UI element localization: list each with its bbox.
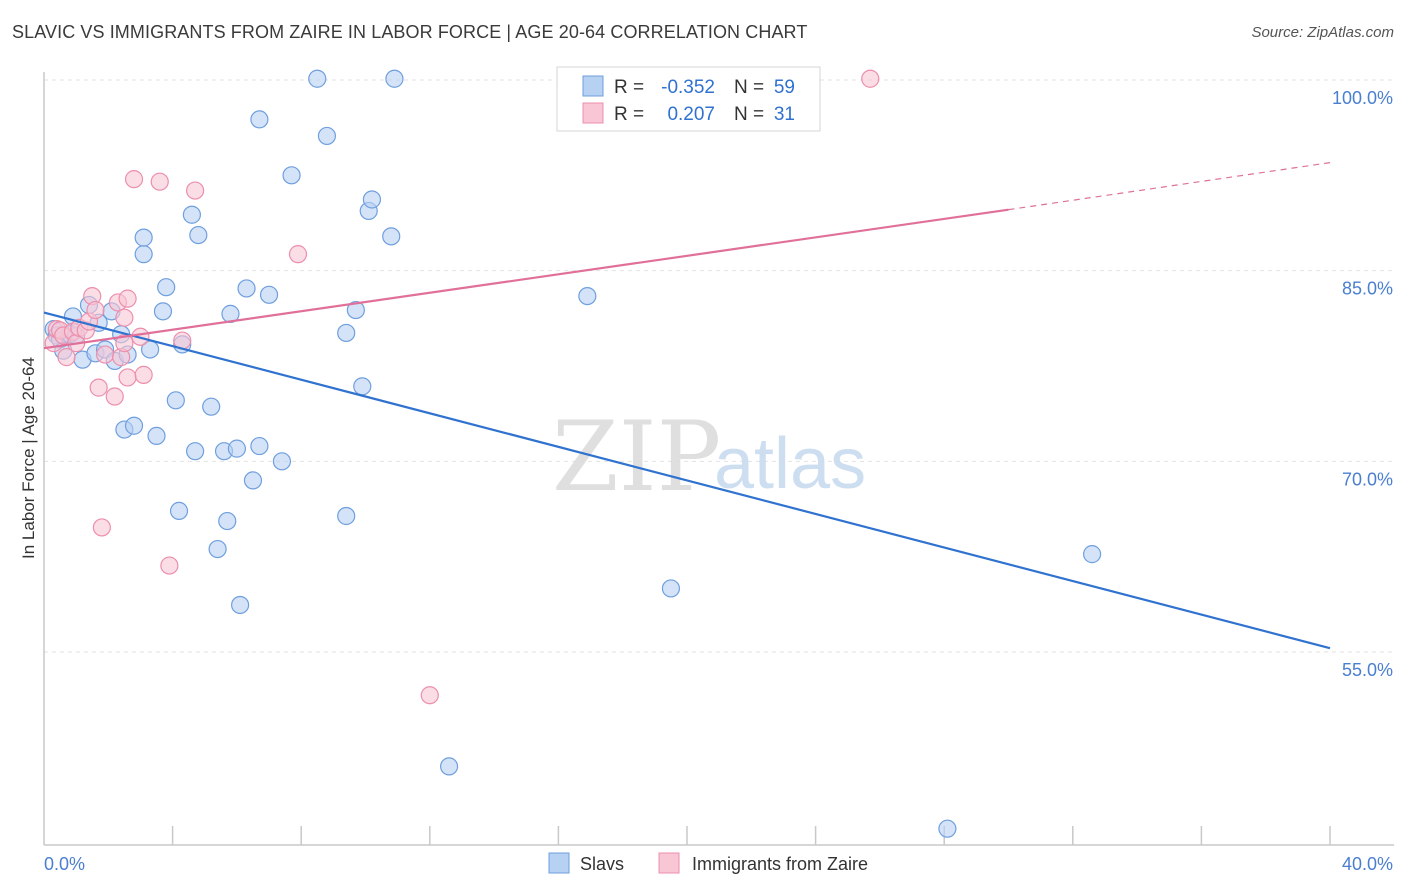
zaire-point — [288, 245, 308, 264]
slavs-point — [153, 302, 173, 321]
y-axis-title: In Labor Force | Age 20-64 — [19, 357, 38, 559]
x-tick-labels: 0.0% 40.0% — [44, 854, 1393, 874]
axes — [43, 72, 1394, 846]
zaire-point — [92, 518, 111, 537]
legend-n-label-zaire: N = — [734, 104, 764, 125]
legend-swatch-zaire — [582, 102, 604, 124]
zaire-point — [118, 368, 137, 387]
slavs-point — [231, 595, 250, 615]
zaire-point — [105, 387, 124, 406]
zaire-point — [118, 289, 137, 308]
slavs-point — [227, 439, 246, 458]
slavs-point — [243, 471, 263, 490]
slavs-point — [134, 228, 153, 247]
y-tick-label: 85.0% — [1342, 279, 1393, 299]
series-legend: Slavs Immigrants from Zaire — [548, 852, 868, 874]
slavs-point — [157, 278, 176, 297]
y-tick-label: 55.0% — [1342, 660, 1393, 680]
legend-swatch-slavs — [582, 75, 604, 97]
zaire-point — [134, 365, 153, 384]
x-tick-label: 0.0% — [44, 854, 85, 874]
zaire-point — [160, 556, 179, 575]
slavs-point — [337, 506, 356, 526]
slavs-point — [337, 323, 356, 343]
zaire-series — [44, 69, 880, 705]
zaire-point — [89, 378, 108, 397]
zaire-point — [124, 170, 144, 189]
y-tick-label: 70.0% — [1342, 469, 1393, 489]
zaire-trend-extension — [1008, 162, 1331, 211]
slavs-point — [134, 245, 153, 264]
chart-title: SLAVIC VS IMMIGRANTS FROM ZAIRE IN LABOR… — [12, 22, 808, 42]
y-tick-label: 100.0% — [1332, 88, 1393, 108]
legend-r-value-zaire: 0.207 — [667, 104, 715, 125]
slavs-point — [317, 126, 337, 146]
slavs-point — [362, 190, 382, 209]
legend-r-label-slavs: R = — [614, 77, 644, 98]
slavs-point — [250, 436, 269, 456]
bottom-legend-swatch-zaire — [658, 852, 680, 874]
slavs-point — [250, 110, 269, 129]
slavs-point — [189, 225, 208, 245]
legend-n-value-zaire: 31 — [774, 104, 795, 125]
slavs-point — [147, 426, 166, 446]
slavs-point — [439, 757, 459, 776]
slavs-point — [272, 452, 292, 471]
zaire-point — [420, 686, 439, 705]
slavs-point — [208, 539, 227, 559]
x-tick-label: 40.0% — [1342, 854, 1393, 874]
slavs-point — [346, 300, 365, 320]
bottom-legend-label-slavs: Slavs — [580, 854, 624, 874]
zaire-point — [86, 300, 105, 320]
legend-r-value-slavs: -0.352 — [661, 77, 715, 98]
legend-n-value-slavs: 59 — [774, 77, 795, 98]
zaire-point — [57, 348, 76, 367]
slavs-point — [166, 391, 185, 410]
watermark: ZIP atlas — [552, 401, 866, 513]
slavs-point — [259, 285, 279, 304]
zaire-trend-line — [43, 208, 1009, 350]
y-tick-labels: 55.0% 70.0% 85.0% 100.0% — [1332, 88, 1393, 680]
zaire-point — [95, 345, 115, 364]
slavs-trend-line — [43, 311, 1331, 650]
correlation-legend: R = -0.352 N = 59 R = 0.207 N = 31 — [556, 66, 821, 132]
slavs-point — [202, 397, 221, 416]
bottom-legend-swatch-slavs — [548, 852, 570, 874]
zaire-point — [861, 69, 880, 88]
slavs-point — [353, 377, 372, 396]
slavs-point — [182, 205, 201, 224]
slavs-point — [1082, 545, 1102, 564]
slavs-point — [218, 511, 237, 531]
source-label: Source: ZipAtlas.com — [1251, 24, 1394, 41]
watermark-zip: ZIP — [552, 401, 721, 513]
slavs-point — [938, 819, 957, 838]
slavs-point — [661, 579, 681, 598]
zaire-point — [150, 172, 169, 191]
slavs-point — [308, 69, 327, 88]
legend-n-label-slavs: N = — [734, 77, 764, 98]
bottom-legend-label-zaire: Immigrants from Zaire — [692, 854, 868, 874]
slavs-point — [382, 227, 401, 246]
trend-lines — [43, 162, 1331, 650]
legend-r-label-zaire: R = — [614, 104, 644, 125]
slavs-point — [186, 442, 205, 461]
watermark-atlas: atlas — [714, 424, 866, 504]
slavs-point — [237, 279, 256, 298]
zaire-point — [186, 181, 205, 200]
zaire-point — [115, 308, 134, 327]
slavs-point — [169, 501, 189, 521]
slavs-point — [578, 286, 597, 306]
slavs-point — [282, 166, 301, 185]
slavs-point — [124, 416, 144, 435]
slavs-point — [385, 69, 404, 88]
